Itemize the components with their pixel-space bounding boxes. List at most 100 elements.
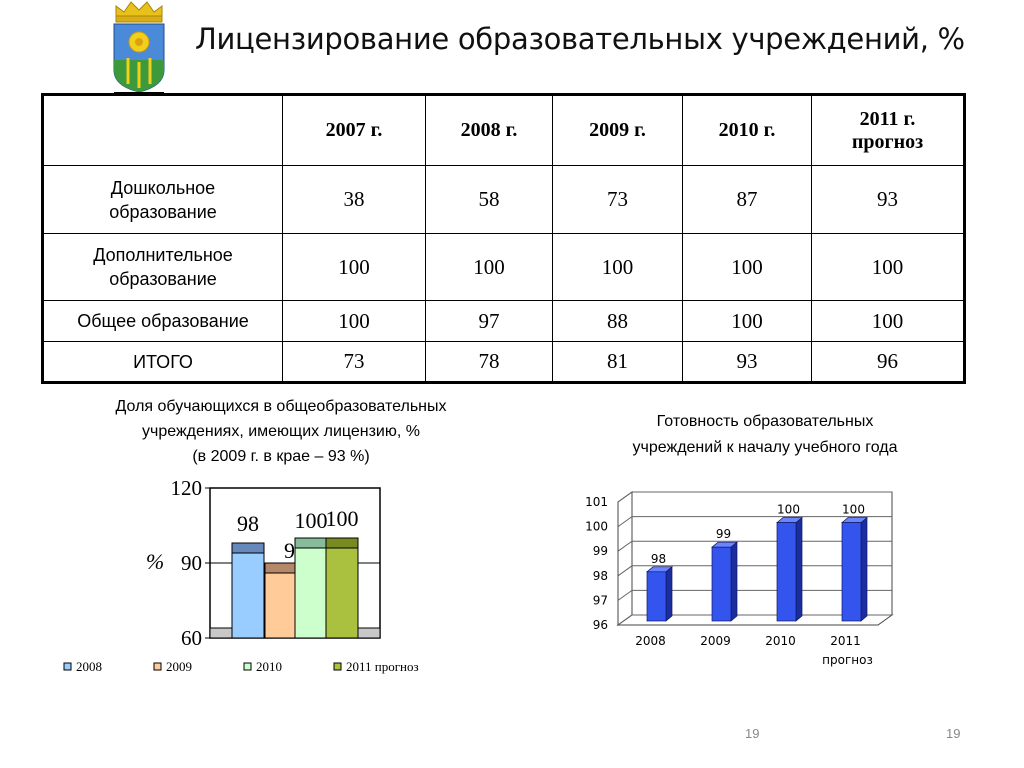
- gridline: [617, 565, 892, 577]
- legend-swatch: [243, 662, 252, 671]
- gridline: [617, 589, 892, 601]
- legend-label: 2010: [256, 659, 282, 674]
- data-label: 98: [237, 511, 259, 536]
- table-row: ИТОГО 73 78 81 93 96: [42, 341, 965, 383]
- data-label: 100: [777, 503, 800, 517]
- caption-line: учреждений к началу учебного года: [632, 439, 898, 456]
- row-label: Дополнительное образование: [42, 233, 283, 301]
- table-header-row: 2007 г. 2008 г. 2009 г. 2010 г. 2011 г. …: [42, 94, 965, 166]
- legend-label: 2009: [166, 659, 192, 674]
- table-cell: 100: [811, 233, 965, 301]
- left-chart-caption: Доля обучающихся в общеобразовательных у…: [46, 394, 516, 469]
- legend-swatch: [63, 662, 72, 671]
- side-wall: [617, 491, 633, 626]
- bar-side: [795, 516, 803, 622]
- data-label: 99: [716, 527, 731, 541]
- table-cell: 100: [282, 300, 426, 342]
- bar-2011 прогноз: [325, 547, 359, 639]
- right-bar-chart: 101 100 99 98 97 96 98 2008 99 2009 100 2010 100 2011…: [585, 491, 894, 667]
- caption-line: (в 2009 г. в крае – 93 %): [192, 448, 370, 465]
- table-header-2009: 2009 г.: [552, 94, 683, 166]
- table-cell: 93: [682, 341, 812, 383]
- table-row: Дошкольное образование 38 58 73 87 93: [42, 165, 965, 234]
- coat-of-arms-logo: [113, 1, 165, 94]
- bar-side: [730, 541, 738, 622]
- table-cell: 87: [682, 165, 812, 234]
- y-tick-label: 60: [181, 626, 202, 650]
- data-label: 100: [295, 508, 328, 533]
- y-tick-label: 120: [171, 480, 203, 500]
- y-tick-label: 99: [593, 544, 608, 558]
- table-cell: 58: [425, 165, 553, 234]
- table-cell: 100: [552, 233, 683, 301]
- bar: [776, 522, 797, 622]
- y-tick-label: 100: [585, 520, 608, 534]
- bar-side: [665, 566, 673, 622]
- row-label: Общее образование: [42, 300, 283, 342]
- caption-line: учреждениях, имеющих лицензию, %: [142, 423, 420, 440]
- table-cell: 96: [811, 341, 965, 383]
- x-tick-label: 2008: [635, 634, 666, 648]
- legend-label: 2011 прогноз: [346, 659, 419, 674]
- caption-line: Доля обучающихся в общеобразовательных: [115, 398, 447, 415]
- table-cell: 100: [282, 233, 426, 301]
- gridline: [617, 540, 892, 552]
- bar-top-2010: [294, 537, 328, 549]
- table-cell: 73: [552, 165, 683, 234]
- table-cell: 97: [425, 300, 553, 342]
- bar-side: [860, 516, 868, 622]
- table-cell: 78: [425, 341, 553, 383]
- x-tick-label: 2011: [830, 634, 861, 648]
- page-title: Лицензирование образовательных учреждени…: [195, 22, 965, 56]
- bar-2008: [231, 552, 265, 639]
- row-label: Дошкольное образование: [42, 165, 283, 234]
- table-header-2010: 2010 г.: [682, 94, 812, 166]
- page-number: 19: [946, 726, 961, 741]
- y-tick-label: 98: [593, 569, 608, 583]
- table-cell: 100: [811, 300, 965, 342]
- table-cell: 73: [282, 341, 426, 383]
- bar-2010: [294, 547, 328, 639]
- bar: [711, 546, 732, 622]
- table-header-empty: [42, 94, 283, 166]
- x-tick-label: прогноз: [822, 653, 873, 667]
- gridline: [617, 491, 892, 503]
- table-cell: 100: [682, 233, 812, 301]
- bar-top-2008: [231, 542, 265, 554]
- bar-top-2011 прогноз: [325, 537, 359, 549]
- y-axis-label: %: [146, 549, 164, 574]
- table-cell: 100: [682, 300, 812, 342]
- table-cell: 38: [282, 165, 426, 234]
- y-tick-label: 90: [181, 551, 202, 575]
- page-number: 19: [745, 726, 760, 741]
- gridline: [617, 614, 892, 626]
- table-cell: 100: [425, 233, 553, 301]
- x-tick-label: 2010: [765, 634, 796, 648]
- bar: [841, 522, 862, 622]
- table-cell: 93: [811, 165, 965, 234]
- bar-top-2009: [264, 562, 298, 574]
- row-label: ИТОГО: [42, 341, 283, 383]
- table-row: Дополнительное образование 100 100 100 1…: [42, 233, 965, 301]
- caption-line: Готовность образовательных: [656, 413, 874, 430]
- y-tick-label: 101: [585, 495, 608, 509]
- data-label: 100: [326, 506, 359, 531]
- data-label: 98: [651, 552, 666, 566]
- licensing-table: 2007 г. 2008 г. 2009 г. 2010 г. 2011 г. …: [41, 93, 966, 384]
- table-header-2008: 2008 г.: [425, 94, 553, 166]
- x-tick-label: 2009: [700, 634, 731, 648]
- table-cell: 88: [552, 300, 683, 342]
- y-tick-label: 97: [593, 593, 608, 607]
- legend-label: 2008: [76, 659, 102, 674]
- right-chart-caption: Готовность образовательных учреждений к …: [570, 409, 960, 461]
- bar-2009: [264, 572, 298, 639]
- table-cell: 81: [552, 341, 683, 383]
- bar: [646, 571, 667, 622]
- legend-swatch: [333, 662, 342, 671]
- table-header-2011: 2011 г. прогноз: [811, 94, 965, 166]
- data-label: 100: [842, 503, 865, 517]
- legend-swatch: [153, 662, 162, 671]
- y-tick-label: 96: [593, 618, 608, 632]
- gridline: [617, 516, 892, 528]
